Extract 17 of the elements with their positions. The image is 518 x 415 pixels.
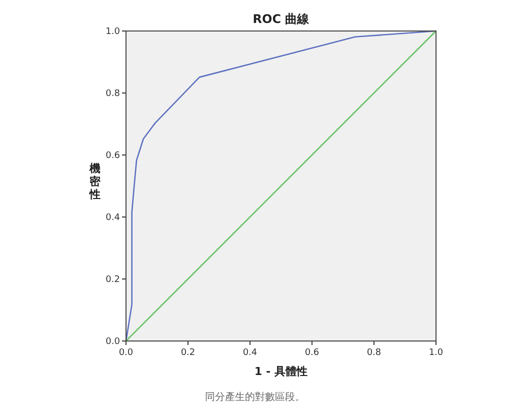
text: 同分產生的對數區段。 [205, 391, 305, 403]
chart-title: ROC 曲線 [252, 12, 310, 26]
x-tick-label: 0.4 [242, 348, 258, 358]
x-tick-label: 1.0 [428, 348, 444, 358]
y-tick-label: 0.4 [106, 213, 120, 223]
y-tick-label: 0.6 [106, 151, 120, 161]
y-tick-label: 0.2 [106, 275, 120, 285]
line-series [125, 30, 437, 342]
x-axis-title: 1 - 具體性 [254, 365, 308, 378]
y-tick-label: 0.0 [106, 337, 120, 347]
y-tick-label: 1.0 [106, 27, 120, 37]
x-tick-label: 0.6 [304, 348, 320, 358]
x-tick-label: 0.0 [118, 348, 134, 358]
x-tick-label: 0.8 [366, 348, 382, 358]
x-tick-label: 0.2 [180, 348, 196, 358]
y-axis-title: 機密性 [88, 162, 102, 201]
y-tick-label: 0.8 [106, 89, 120, 99]
